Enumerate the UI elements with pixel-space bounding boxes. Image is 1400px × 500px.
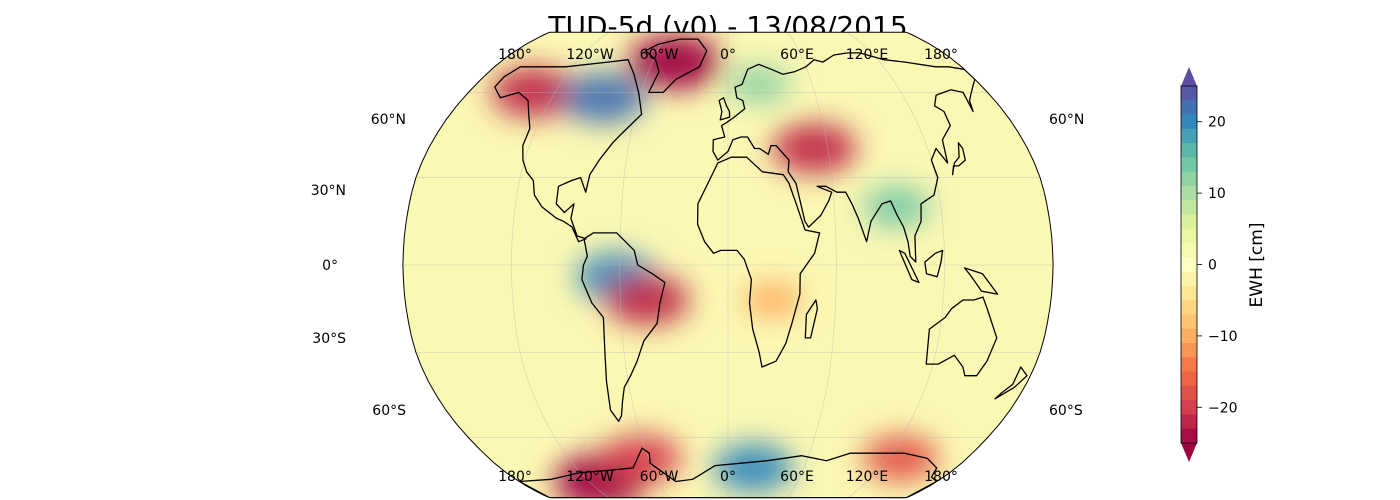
graticule-line [846, 32, 946, 498]
colorbar-band [1181, 143, 1197, 158]
colorbar-band [1181, 157, 1197, 173]
coastline-indonesia-borneo [924, 249, 944, 278]
colorbar-tick-label: 10 [1208, 186, 1226, 202]
top-lon-label: 60°E [780, 47, 814, 63]
colorbar-band [1181, 414, 1197, 430]
coastline-new-zealand [994, 366, 1028, 400]
colorbar-ticks: 20 10 0 −10 −20 [1197, 115, 1238, 416]
bottom-lon-label: 0° [720, 469, 736, 485]
top-lon-label: 0° [720, 47, 736, 63]
coastline-eurasia [712, 52, 976, 263]
colorbar-label: EWH [cm] [1247, 223, 1267, 308]
coastline-south-america [581, 232, 666, 422]
colorbar-band [1181, 243, 1197, 258]
bottom-lon-label: 180° [498, 469, 532, 485]
right-lat-label: 60°S [1049, 403, 1083, 419]
left-lat-label: 0° [322, 258, 338, 274]
colorbar-band [1181, 314, 1197, 330]
right-lat-label: 60°N [1049, 112, 1084, 128]
right-lat-labels: 60°N 60°S [1049, 112, 1084, 419]
coastline-japan [951, 142, 966, 176]
map-panel [402, 31, 1054, 499]
coastline-antarctica [518, 447, 938, 498]
colorbar-tick-label: 20 [1208, 115, 1226, 131]
left-lat-label: 60°N [371, 112, 406, 128]
anomaly-blob [862, 435, 939, 482]
colorbar-band [1181, 114, 1197, 130]
anomaly-layer [491, 34, 939, 498]
left-lat-label: 60°S [372, 403, 406, 419]
colorbar-band [1181, 400, 1197, 416]
coastline-greenland [644, 38, 708, 94]
colorbar-band [1181, 271, 1197, 287]
colorbar-tick-label: 0 [1208, 258, 1217, 274]
top-lon-label: 60°W [640, 47, 679, 63]
colorbar-band [1181, 257, 1197, 273]
colorbar-band [1181, 86, 1197, 101]
top-lon-label: 120°E [846, 47, 889, 63]
coastline-madagascar [804, 299, 819, 339]
top-lon-label: 180° [924, 47, 958, 63]
graticule-line [619, 32, 669, 498]
colorbar-band [1181, 228, 1197, 244]
globe-outline [402, 31, 1054, 499]
anomaly-blob [727, 65, 790, 104]
colorbar-band [1181, 328, 1197, 344]
colorbar-tick-label: −10 [1208, 329, 1238, 345]
colorbar-band [1181, 371, 1197, 387]
coastline-africa [696, 156, 821, 368]
bottom-lon-labels: 180° 120°W 60°W 0° 60°E 120°E 180° [498, 469, 958, 485]
bottom-lon-label: 60°W [640, 469, 679, 485]
colorbar-tick-label: −20 [1208, 400, 1238, 416]
bottom-lon-label: 120°E [846, 469, 889, 485]
coastline-sumatra [898, 249, 920, 284]
left-lat-labels: 60°N 30°N 0° 30°S 60°S [311, 112, 406, 419]
coastline-new-guinea [963, 267, 999, 295]
left-lat-label: 30°S [312, 331, 346, 347]
colorbar-band [1181, 428, 1197, 444]
top-lon-label: 120°W [566, 47, 614, 63]
anomaly-blob [743, 281, 802, 318]
bottom-lon-label: 180° [924, 469, 958, 485]
coastline-north-america [494, 59, 643, 243]
anomaly-blob [863, 186, 930, 228]
coastlines [494, 38, 1028, 498]
colorbar-band [1181, 214, 1197, 230]
bottom-lon-label: 120°W [566, 469, 614, 485]
coastline-australia [925, 296, 998, 377]
coastline-britain [718, 97, 731, 121]
anomaly-blob [601, 434, 682, 483]
anomaly-blob [560, 72, 646, 123]
colorbar-band [1181, 171, 1197, 187]
colorbar-band [1181, 285, 1197, 301]
graticule-line [510, 32, 610, 498]
colorbar-band [1181, 343, 1197, 358]
colorbar-band [1181, 200, 1197, 216]
bottom-lon-label: 60°E [780, 469, 814, 485]
anomaly-blob [772, 123, 857, 174]
graticule [402, 32, 1054, 498]
colorbar-band [1181, 128, 1197, 144]
colorbar-extend-max [1181, 67, 1197, 86]
colorbar-band [1181, 385, 1197, 401]
anomaly-blob [605, 274, 690, 326]
colorbar-band [1181, 357, 1197, 373]
top-lon-labels: 180° 120°W 60°W 0° 60°E 120°E 180° [498, 47, 958, 63]
colorbar-band [1181, 100, 1197, 116]
graticule-line [787, 32, 837, 498]
colorbar-bands [1181, 86, 1197, 444]
colorbar-band [1181, 185, 1197, 201]
left-lat-label: 30°N [311, 183, 346, 199]
top-lon-label: 180° [498, 47, 532, 63]
colorbar-band [1181, 300, 1197, 316]
colorbar: 20 10 0 −10 −20 EWH [cm] [1180, 67, 1267, 462]
anomaly-blob [713, 443, 794, 492]
colorbar-extend-min [1181, 443, 1197, 462]
